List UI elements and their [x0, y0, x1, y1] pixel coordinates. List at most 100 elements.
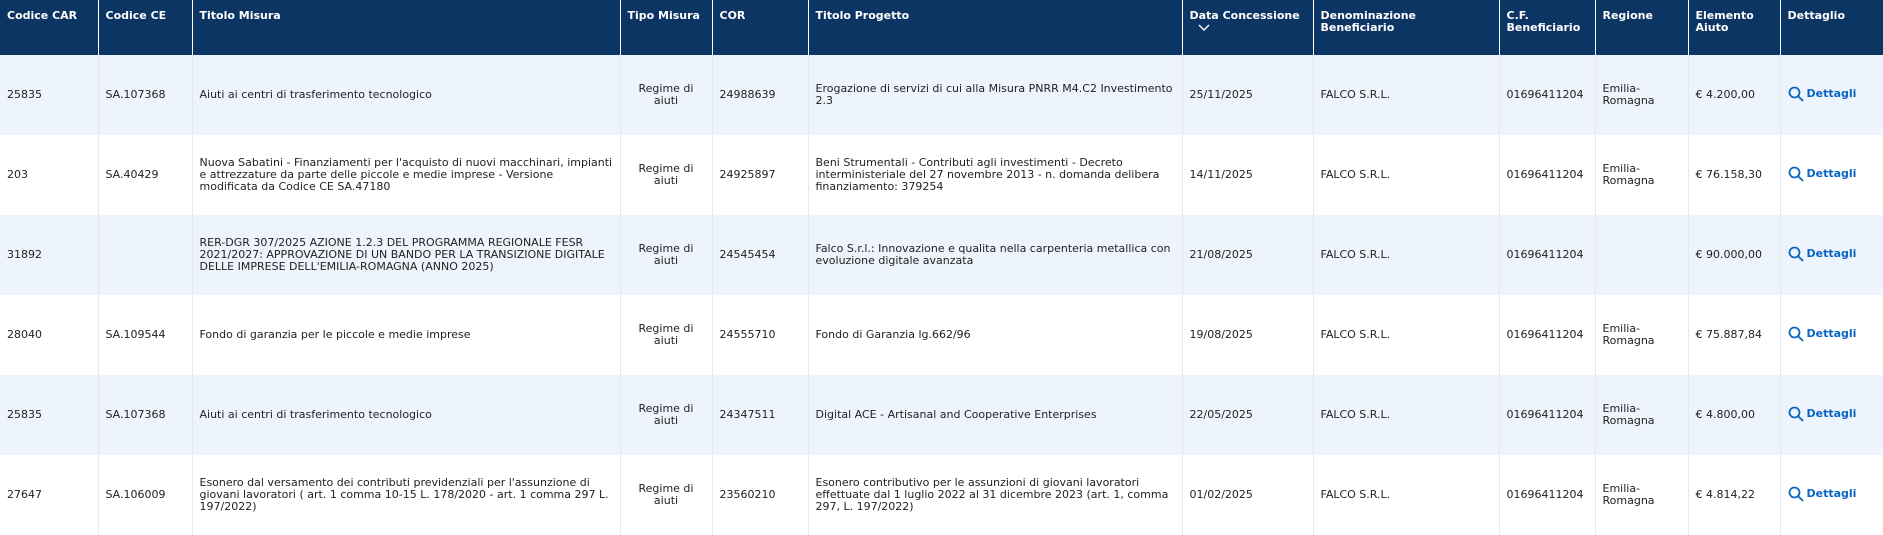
- detail-link[interactable]: Dettagli: [1788, 406, 1857, 422]
- cell-text: Regime di aiuti: [638, 242, 694, 267]
- search-icon[interactable]: [1788, 166, 1804, 182]
- table-cell: Emilia-Romagna: [1595, 455, 1689, 535]
- table-cell: Regime di aiuti: [620, 455, 713, 535]
- table-cell: Falco S.r.l.: Innovazione e qualita nell…: [808, 215, 1183, 295]
- column-header: Codice CE: [98, 0, 193, 55]
- table-cell: Emilia-Romagna: [1595, 375, 1689, 455]
- table-cell: € 76.158,30: [1688, 135, 1781, 215]
- detail-text[interactable]: Dettagli: [1806, 406, 1857, 420]
- table-cell: FALCO S.R.L.: [1313, 55, 1500, 135]
- search-icon[interactable]: [1788, 86, 1804, 102]
- cell-text: 14/11/2025: [1189, 168, 1253, 181]
- table-cell: Regime di aiuti: [620, 55, 713, 135]
- sort-icon[interactable]: [1198, 24, 1210, 32]
- column-header: Titolo Misura: [192, 0, 621, 55]
- search-icon[interactable]: [1788, 486, 1804, 502]
- table-cell: 01696411204: [1499, 215, 1596, 295]
- table-cell: 19/08/2025: [1182, 295, 1314, 375]
- table-cell: RER-DGR 307/2025 AZIONE 1.2.3 DEL PROGRA…: [192, 215, 621, 295]
- table-cell: 01696411204: [1499, 135, 1596, 215]
- column-header[interactable]: Data Concessione: [1182, 0, 1314, 55]
- cell-text: 28040: [7, 328, 42, 341]
- cell-text: 24988639: [719, 88, 776, 101]
- cell-text: 25/11/2025: [1189, 88, 1253, 101]
- detail-link[interactable]: Dettagli: [1788, 246, 1857, 262]
- table-cell: Dettagli: [1780, 295, 1883, 375]
- table-cell: Beni Strumentali - Contributi agli inves…: [808, 135, 1183, 215]
- table-cell: SA.106009: [98, 455, 193, 535]
- cell-text: 19/08/2025: [1189, 328, 1253, 341]
- header-text: C.F. Beneficiario: [1506, 9, 1581, 34]
- cell-text: 24347511: [719, 408, 776, 421]
- table-cell: Aiuti ai centri di trasferimento tecnolo…: [192, 375, 621, 455]
- table-cell: 24545454: [712, 215, 809, 295]
- table-cell: 24988639: [712, 55, 809, 135]
- header-text: Data Concessione: [1189, 9, 1300, 22]
- cell-text: Regime di aiuti: [638, 82, 694, 107]
- cell-text: 25835: [7, 88, 42, 101]
- table-row: 203 SA.40429 Nuova Sabatini - Finanziament…: [0, 135, 1883, 215]
- detail-text[interactable]: Dettagli: [1806, 246, 1857, 260]
- table-cell: € 90.000,00: [1688, 215, 1781, 295]
- cell-text: FALCO S.R.L.: [1320, 248, 1391, 261]
- header-text: COR: [719, 9, 746, 22]
- table-cell: Regime di aiuti: [620, 135, 713, 215]
- table-cell: Dettagli: [1780, 55, 1883, 135]
- table-cell: FALCO S.R.L.: [1313, 215, 1500, 295]
- cell-text: Aiuti ai centri di trasferimento tecnolo…: [199, 408, 432, 421]
- table-cell: Digital ACE - Artisanal and Cooperative …: [808, 375, 1183, 455]
- cell-text: 24545454: [719, 248, 776, 261]
- header-text: Dettaglio: [1787, 9, 1846, 22]
- table-cell: Emilia-Romagna: [1595, 295, 1689, 375]
- detail-text[interactable]: Dettagli: [1806, 166, 1857, 180]
- table-cell: [1595, 215, 1689, 295]
- cell-text: 01696411204: [1506, 88, 1584, 101]
- table-cell: 31892: [0, 215, 99, 295]
- header-text: Denominazione Beneficiario: [1320, 9, 1417, 34]
- column-header: C.F. Beneficiario: [1499, 0, 1596, 55]
- table-cell: 24925897: [712, 135, 809, 215]
- detail-text[interactable]: Dettagli: [1806, 486, 1857, 500]
- table-cell: 25835: [0, 375, 99, 455]
- table-cell: € 4.200,00: [1688, 55, 1781, 135]
- table-cell: SA.109544: [98, 295, 193, 375]
- column-header: Tipo Misura: [620, 0, 713, 55]
- table-cell: 22/05/2025: [1182, 375, 1314, 455]
- table-cell: Emilia-Romagna: [1595, 135, 1689, 215]
- detail-link[interactable]: Dettagli: [1788, 486, 1857, 502]
- search-icon[interactable]: [1788, 406, 1804, 422]
- cell-text: € 4.800,00: [1695, 408, 1755, 421]
- table-cell: Dettagli: [1780, 135, 1883, 215]
- cell-text: € 75.887,84: [1695, 328, 1762, 341]
- detail-text[interactable]: Dettagli: [1806, 326, 1857, 340]
- detail-link[interactable]: Dettagli: [1788, 86, 1857, 102]
- table-row: 28040 SA.109544 Fondo di garanzia per le p…: [0, 295, 1883, 375]
- search-icon[interactable]: [1788, 246, 1804, 262]
- table-cell: FALCO S.R.L.: [1313, 295, 1500, 375]
- cell-text: 01696411204: [1506, 488, 1584, 501]
- table-cell: Fondo di garanzia per le piccole e medie…: [192, 295, 621, 375]
- table-cell: Dettagli: [1780, 215, 1883, 295]
- cell-text: Emilia-Romagna: [1602, 162, 1655, 187]
- detail-text[interactable]: Dettagli: [1806, 86, 1857, 100]
- column-header: Titolo Progetto: [808, 0, 1183, 55]
- detail-link[interactable]: Dettagli: [1788, 326, 1857, 342]
- cell-text: Erogazione di servizi di cui alla Misura…: [815, 82, 1173, 107]
- table-cell: Dettagli: [1780, 455, 1883, 535]
- cell-text: Esonero contributivo per le assunzioni d…: [815, 476, 1169, 513]
- cell-text: 31892: [7, 248, 42, 261]
- cell-text: SA.106009: [105, 488, 166, 501]
- table-row: 31892 RER-DGR 307/2025 AZIONE 1.2.3 DEL P…: [0, 215, 1883, 295]
- cell-text: 01696411204: [1506, 248, 1584, 261]
- cell-text: Fondo di Garanzia lg.662/96: [815, 328, 971, 341]
- table-cell: Esonero dal versamento dei contributi pr…: [192, 455, 621, 535]
- table-cell: 203: [0, 135, 99, 215]
- search-icon[interactable]: [1788, 326, 1804, 342]
- detail-link[interactable]: Dettagli: [1788, 166, 1857, 182]
- column-header: Codice CAR: [0, 0, 99, 55]
- table-cell: SA.107368: [98, 55, 193, 135]
- cell-text: Regime di aiuti: [638, 402, 694, 427]
- table-cell: 01696411204: [1499, 455, 1596, 535]
- cell-text: Fondo di garanzia per le piccole e medie…: [199, 328, 471, 341]
